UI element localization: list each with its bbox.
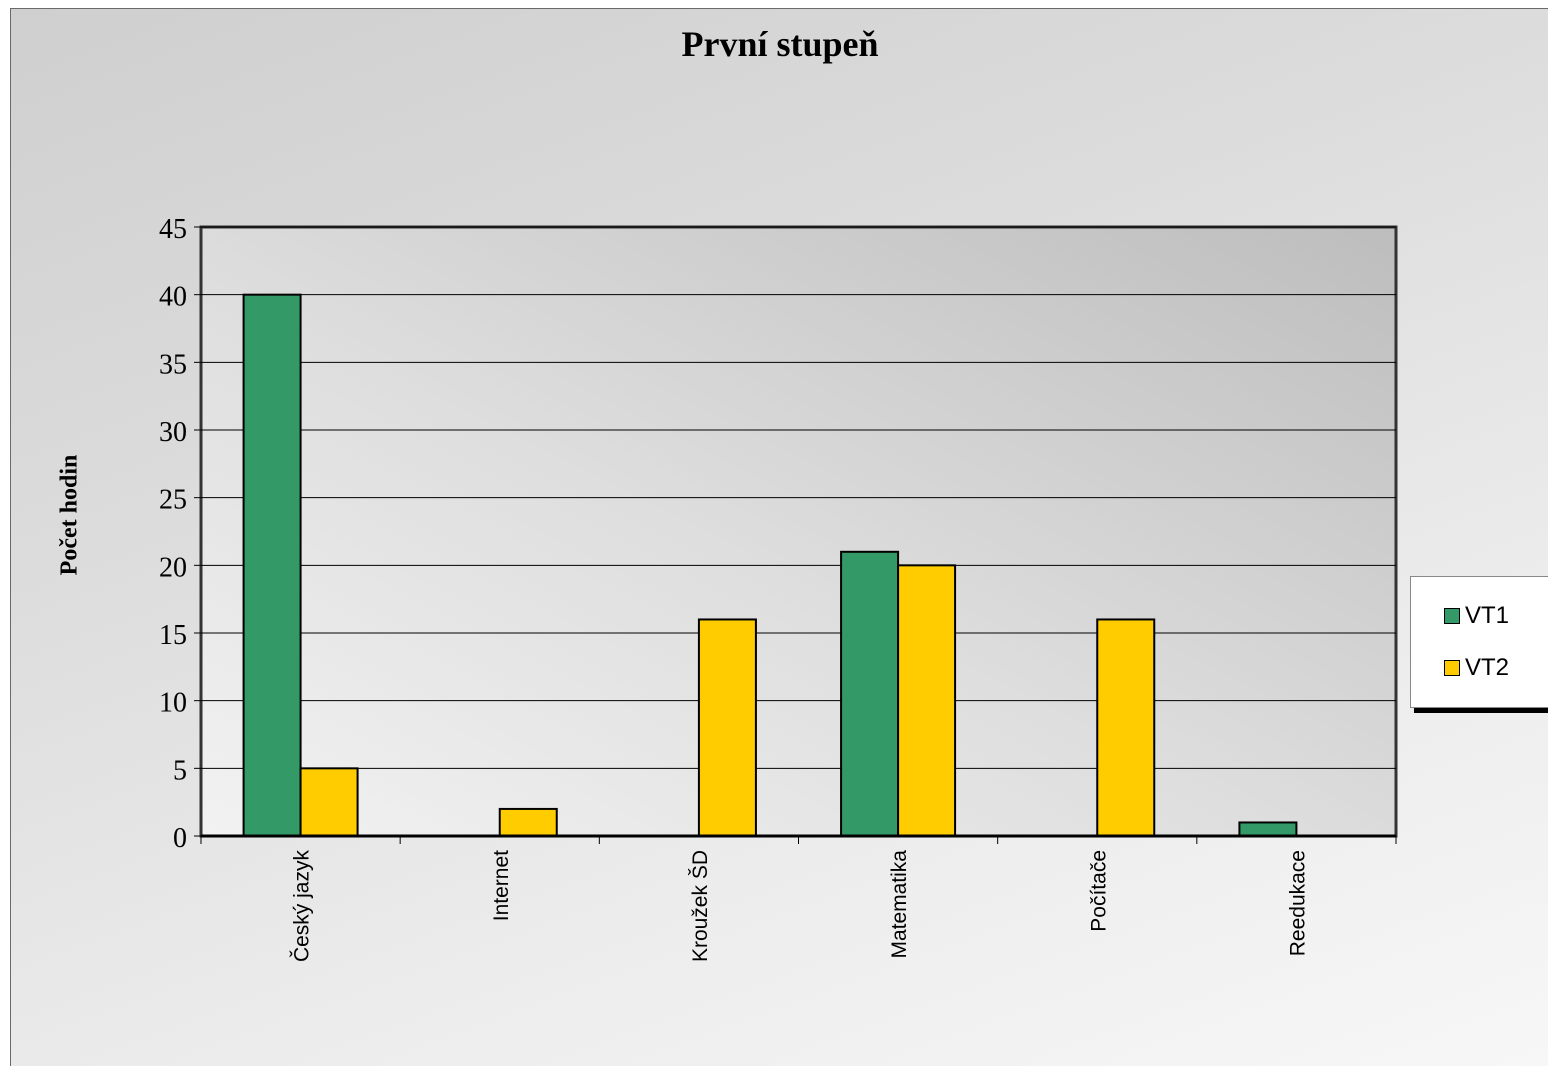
y-tick-label: 0 xyxy=(173,823,187,854)
y-tick-label: 40 xyxy=(159,282,187,313)
legend-label-vt2: VT2 xyxy=(1465,654,1510,681)
legend-swatch-vt2 xyxy=(1444,660,1460,676)
x-tick-label: Počítače xyxy=(1087,850,1110,932)
x-tick-label: Internet xyxy=(490,850,513,921)
legend-label-vt1: VT1 xyxy=(1465,602,1510,629)
x-tick-label: Kroužek ŠD xyxy=(689,850,712,962)
bars xyxy=(242,293,1298,838)
y-tick-label: 10 xyxy=(159,688,187,719)
bar-vt2 xyxy=(1096,618,1156,838)
bar-vt1 xyxy=(242,293,302,837)
y-tick-label: 45 xyxy=(159,214,187,245)
legend: VT1 VT2 xyxy=(1410,576,1548,708)
y-tick-label: 20 xyxy=(159,552,187,583)
y-tick-label: 15 xyxy=(159,620,187,651)
bar-vt2 xyxy=(697,618,757,838)
x-tick-label: Český jazyk xyxy=(291,850,314,963)
legend-item-vt2: VT2 xyxy=(1444,654,1510,681)
y-tick-label: 35 xyxy=(159,349,187,380)
x-tick-label: Matematika xyxy=(888,850,911,959)
bar-vt2 xyxy=(498,807,558,838)
legend-item-vt1: VT1 xyxy=(1444,602,1510,629)
plot-area xyxy=(199,225,1398,838)
chart-title: První stupeň xyxy=(681,24,879,64)
bar-vt2 xyxy=(299,767,359,837)
bar-vt1 xyxy=(840,550,900,837)
legend-swatch-vt1 xyxy=(1444,608,1460,624)
bar-vt2 xyxy=(897,564,957,837)
x-tick-label: Reedukace xyxy=(1286,850,1309,956)
grid-lines xyxy=(201,226,1396,769)
bar-vt1 xyxy=(1238,821,1298,838)
y-tick-label: 30 xyxy=(159,417,187,448)
y-tick-label: 5 xyxy=(173,755,187,786)
axes: 0 5 10 15 20 25 30 35 40 45 Český jazyk Internet Kro… xyxy=(159,214,1397,963)
y-tick-label: 25 xyxy=(159,485,187,516)
